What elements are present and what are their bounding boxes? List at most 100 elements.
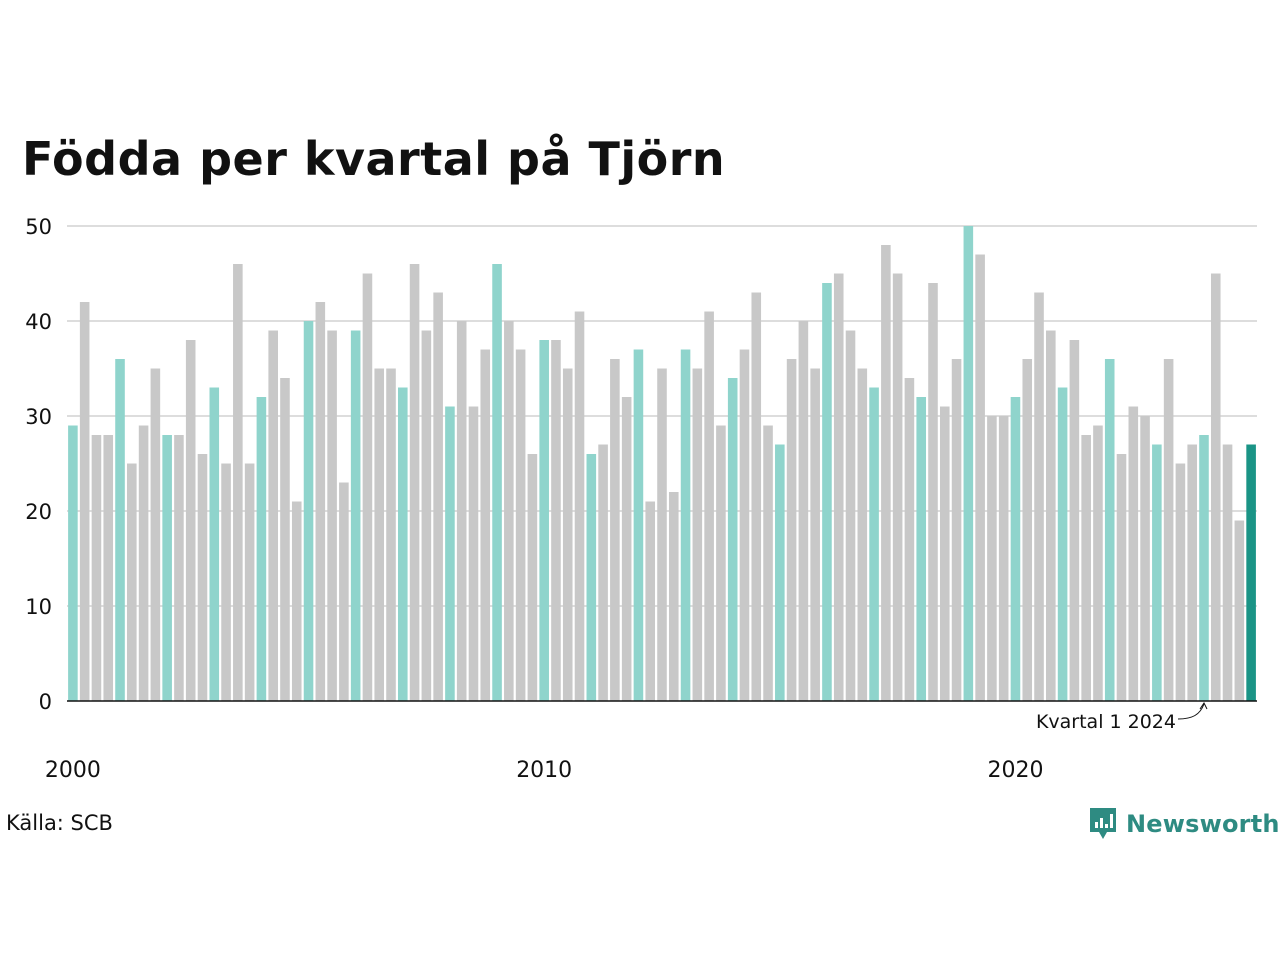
y-tick-label: 10 (25, 595, 52, 619)
bar-chart: 0 10 20 30 40 50 2000 2010 2020 Kvartal 1 2024 (25, 215, 1257, 783)
bar (798, 321, 809, 701)
bar (586, 454, 597, 701)
y-tick-label: 30 (25, 405, 52, 429)
x-tick-label: 2020 (988, 758, 1044, 783)
brand-name: Newsworthy (1126, 810, 1280, 838)
bar (421, 330, 432, 701)
bar (515, 349, 526, 701)
bar (315, 302, 326, 701)
bar (692, 368, 703, 701)
bar (869, 387, 879, 701)
bar (621, 397, 632, 701)
bar (185, 340, 196, 701)
bar (857, 368, 868, 701)
bar (291, 501, 302, 701)
annotation: Kvartal 1 2024 (1036, 702, 1208, 733)
bar (162, 435, 172, 701)
bar (633, 349, 644, 701)
bar (1010, 397, 1021, 701)
bars (68, 226, 1256, 701)
bar (739, 349, 750, 701)
bar (975, 254, 985, 701)
bar (256, 397, 267, 701)
newsworthy-logo[interactable]: Newsworthy (1088, 804, 1280, 844)
annotation-label: Kvartal 1 2024 (1036, 711, 1176, 733)
bar (480, 349, 491, 701)
bar (1116, 454, 1127, 701)
bar (987, 416, 997, 701)
bar (998, 416, 1009, 701)
bar (822, 283, 832, 701)
bar (138, 425, 149, 701)
bar (327, 330, 337, 701)
y-tick-label: 40 (25, 310, 52, 334)
annotation-arrowhead (1199, 702, 1208, 710)
bar (1246, 444, 1256, 701)
bar (892, 273, 903, 701)
bar (928, 283, 938, 701)
bar (716, 425, 726, 701)
bar (598, 444, 608, 701)
bar (1093, 425, 1103, 701)
bar (904, 378, 915, 701)
bar (244, 463, 255, 701)
bar (91, 435, 102, 701)
bar (127, 463, 137, 701)
bar (1140, 416, 1150, 701)
bar (103, 435, 114, 701)
bar (433, 292, 443, 701)
y-tick-label: 20 (25, 500, 52, 524)
bar (492, 264, 502, 701)
bar (574, 311, 585, 701)
source-note: Källa: SCB (6, 811, 113, 835)
bar (551, 340, 561, 701)
bar (881, 245, 891, 701)
bar (1034, 292, 1044, 701)
bar (68, 425, 78, 701)
bar (209, 387, 220, 701)
bar (268, 330, 278, 701)
y-axis-tick-labels: 0 10 20 30 40 50 (25, 215, 52, 714)
bar (280, 378, 290, 701)
bar (539, 340, 549, 701)
bar (786, 359, 797, 701)
bar (374, 368, 385, 701)
bar (362, 273, 373, 701)
bar (350, 330, 361, 701)
bar (398, 387, 408, 701)
bar (1163, 359, 1174, 701)
bar (833, 273, 844, 701)
x-tick-label: 2000 (45, 758, 101, 783)
chart-title: Födda per kvartal på Tjörn (22, 132, 726, 186)
bar (150, 368, 161, 701)
bar (645, 501, 656, 701)
y-tick-label: 50 (25, 215, 52, 239)
bar (1057, 387, 1068, 701)
bar (939, 406, 950, 701)
bar (504, 321, 514, 701)
bar (1234, 520, 1245, 701)
bar (916, 397, 926, 701)
bar (115, 359, 125, 701)
bar (445, 406, 455, 701)
bar (751, 292, 762, 701)
bar (233, 264, 243, 701)
bar (727, 378, 738, 701)
bar (1046, 330, 1056, 701)
y-tick-label: 0 (39, 690, 52, 714)
x-tick-label: 2010 (516, 758, 572, 783)
annotation-arrow (1177, 703, 1205, 720)
bar (963, 226, 974, 701)
bar (1069, 340, 1080, 701)
bar (386, 368, 396, 701)
bar (79, 302, 90, 701)
bar (456, 321, 467, 701)
bar (409, 264, 420, 701)
bar (174, 435, 184, 701)
bar (221, 463, 231, 701)
bar (951, 359, 962, 701)
bar (468, 406, 479, 701)
bar (657, 368, 667, 701)
bar (527, 454, 538, 701)
bar (1081, 435, 1091, 701)
